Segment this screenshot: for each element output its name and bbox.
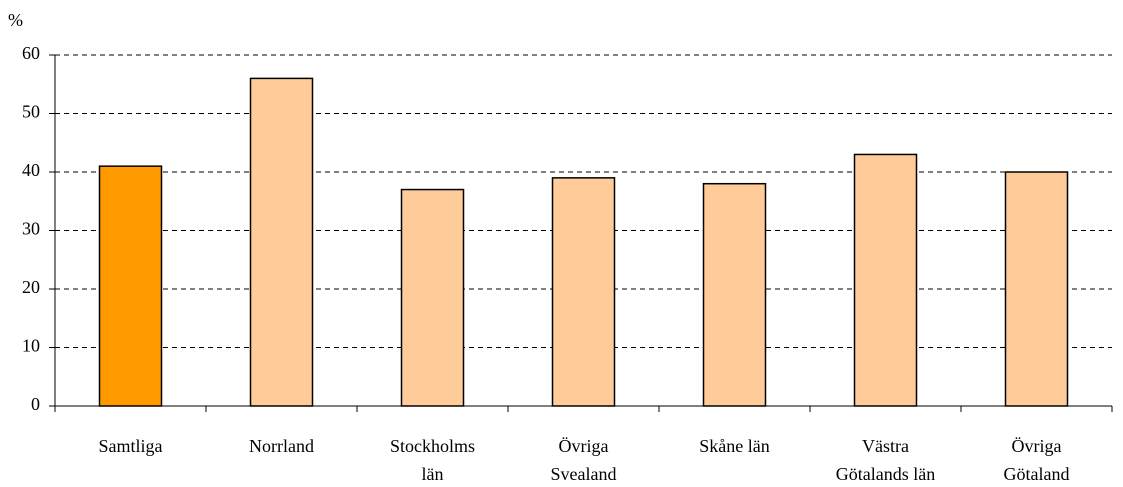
y-tick-label: 30 <box>22 219 40 239</box>
x-tick-label: Övriga Svealand <box>550 436 617 484</box>
y-tick-label: 50 <box>22 102 40 122</box>
y-axis-label: % <box>8 10 23 30</box>
bar <box>853 153 918 407</box>
bar <box>400 188 465 407</box>
x-tick-label: Västra Götalands län <box>835 436 936 484</box>
bar <box>1004 171 1069 407</box>
x-tick-label: Stockholms län <box>389 436 475 484</box>
x-tick-label: Samtliga <box>98 436 163 456</box>
y-tick-label: 20 <box>22 277 40 297</box>
bar <box>98 165 163 407</box>
x-tick-label: Skåne län <box>699 436 770 456</box>
x-tick-label: Norrland <box>249 436 314 456</box>
y-tick-label: 60 <box>22 43 40 63</box>
y-tick-label: 10 <box>22 336 40 356</box>
bar <box>249 77 314 407</box>
x-tick-label: Övriga Götaland <box>1003 436 1070 484</box>
y-tick-label: 40 <box>22 160 40 180</box>
y-tick-label: 0 <box>31 394 40 414</box>
bar <box>551 177 616 407</box>
bar <box>702 182 767 407</box>
